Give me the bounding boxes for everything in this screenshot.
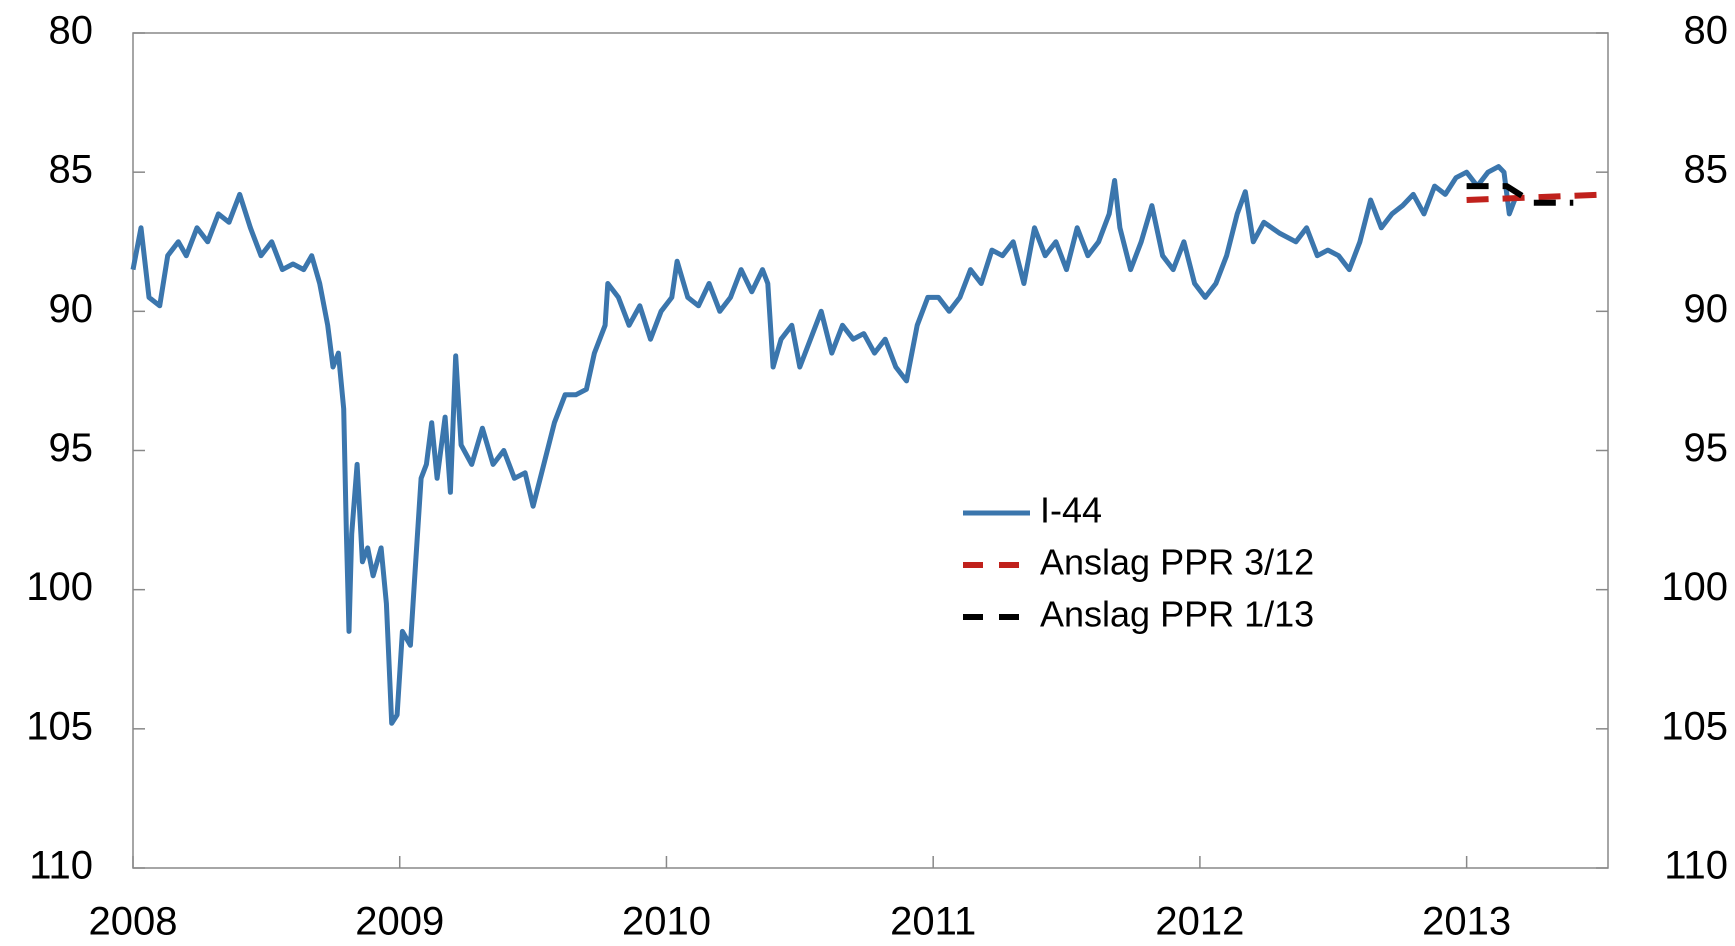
legend-label: I-44	[1040, 490, 1102, 531]
y-tick-label: 80	[49, 9, 94, 53]
y2-tick-label: 100	[1661, 565, 1728, 609]
y-tick-label: 110	[29, 844, 93, 888]
plot-frame	[132, 32, 1609, 869]
x-tick-label: 2009	[355, 900, 444, 944]
y2-tick-label: 80	[1684, 9, 1729, 53]
y-tick-label: 105	[26, 704, 93, 748]
y-tick-label: 85	[49, 148, 94, 192]
series-line	[130, 164, 1517, 726]
y2-tick-label: 105	[1661, 704, 1728, 748]
legend-label: Anslag PPR 1/13	[1040, 594, 1314, 635]
y-tick-label: 95	[49, 426, 94, 470]
x-tick-label: 2013	[1422, 900, 1511, 944]
y-tick-label: 100	[26, 565, 93, 609]
x-tick-label: 2011	[890, 900, 976, 944]
x-tick-label: 2010	[622, 900, 711, 944]
y2-tick-label: 95	[1684, 426, 1729, 470]
x-tick-label: 2008	[89, 900, 178, 944]
y-tick-label: 90	[49, 287, 94, 331]
y2-tick-label: 85	[1684, 148, 1729, 192]
legend-label: Anslag PPR 3/12	[1040, 542, 1314, 583]
x-tick-label: 2012	[1155, 900, 1244, 944]
series-line	[1466, 183, 1574, 206]
y2-tick-label: 90	[1684, 287, 1729, 331]
series-line	[1466, 191, 1609, 203]
y2-tick-label: 110	[1664, 844, 1728, 888]
